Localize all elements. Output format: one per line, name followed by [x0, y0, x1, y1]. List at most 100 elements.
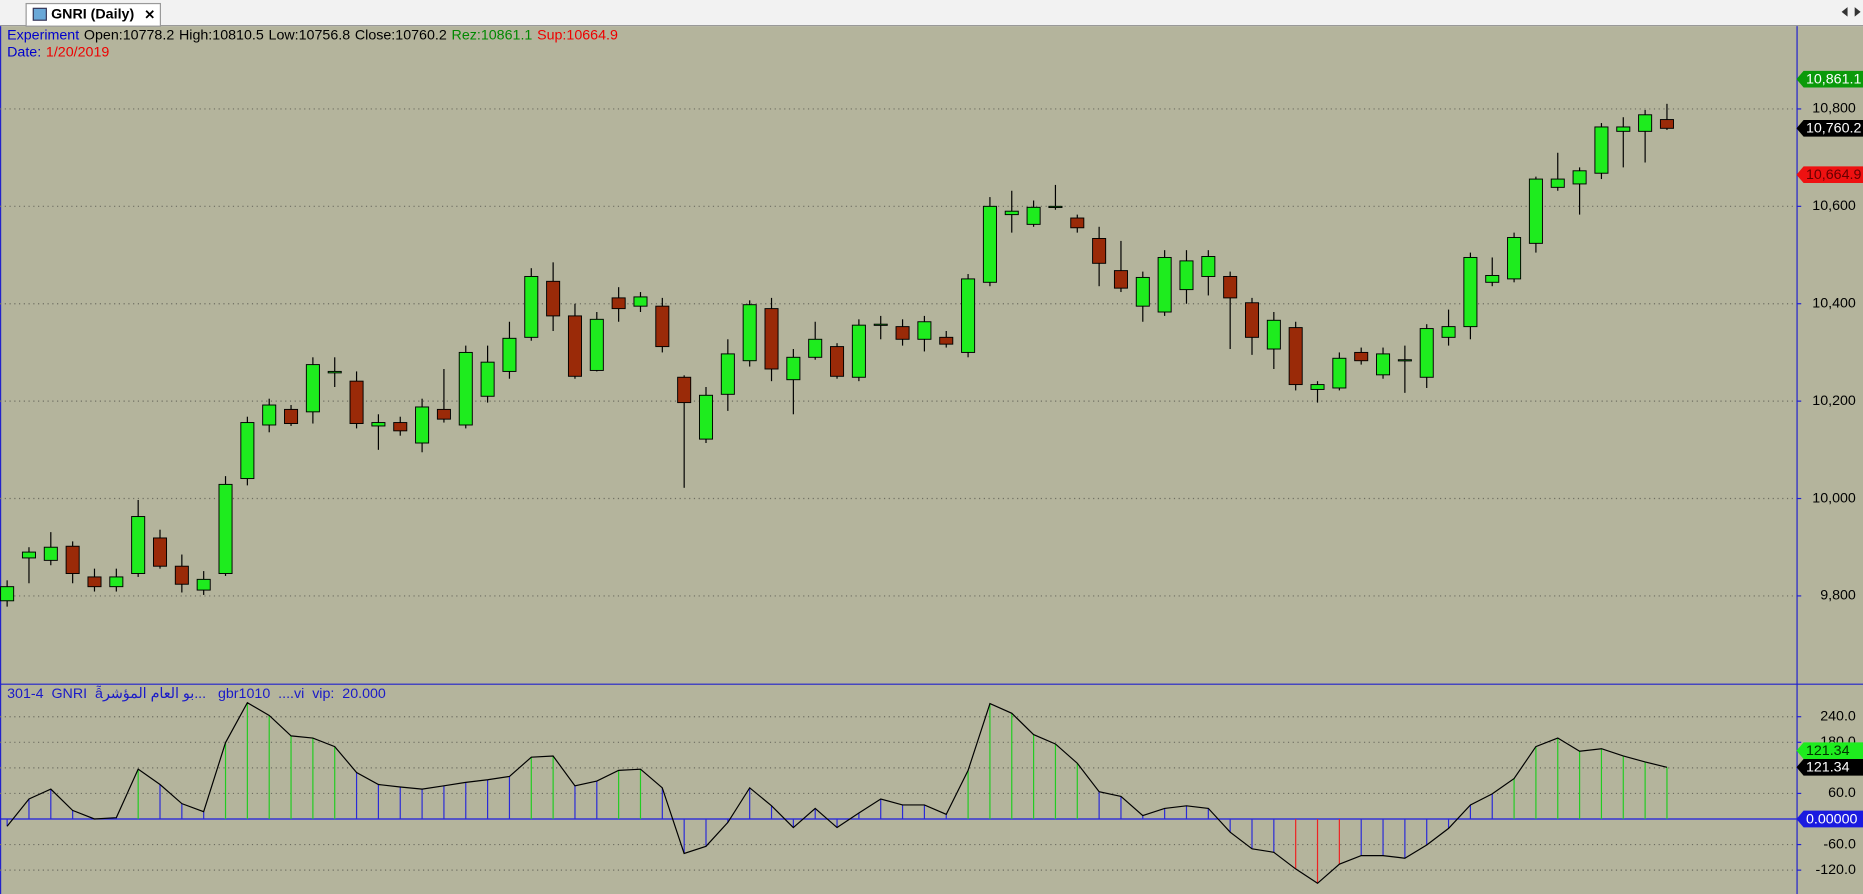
y-tick-label: 240.0: [1820, 708, 1856, 724]
header-date: Date: 1/20/2019: [7, 44, 109, 60]
value-marker: [1796, 166, 1863, 184]
candle-body: [1441, 326, 1456, 338]
candle-body: [1048, 205, 1063, 209]
candle-body: [284, 408, 299, 425]
candle-body: [851, 324, 866, 378]
header-date-label: Date:: [7, 44, 41, 60]
tab-close[interactable]: [145, 10, 154, 19]
candle-body: [1004, 210, 1019, 216]
candle-body: [808, 338, 823, 358]
tab-bar: [0, 0, 1863, 27]
y-tick-label: 10,400: [1812, 295, 1856, 311]
mark-layer: [0, 103, 1797, 885]
indicator-title: 301-4 GNRI ẫبو العام المؤشر... gbr1010 .…: [7, 685, 386, 702]
indicator-line: [6, 701, 1668, 885]
candle-body: [1266, 319, 1281, 350]
candle-body: [371, 422, 386, 427]
tab-icon: [32, 7, 47, 21]
candle-body: [764, 308, 779, 370]
header-field-label: Low:: [269, 27, 299, 43]
candle-body: [1026, 206, 1041, 225]
value-marker-label: 10,664.9: [1806, 167, 1862, 183]
value-marker-label: 121.34: [1806, 760, 1850, 776]
candle-body: [1157, 256, 1172, 313]
candle-body: [262, 404, 277, 426]
header-date-value: 1/20/2019: [46, 44, 109, 60]
candle-body: [830, 346, 845, 377]
header-field-value: 10756.8: [299, 27, 351, 43]
candle-body: [873, 323, 888, 326]
header-field-value: 10664.9: [566, 27, 618, 43]
candle-body: [0, 586, 15, 602]
y-tick-label: 60.0: [1828, 785, 1856, 801]
tab[interactable]: GNRI (Daily): [25, 2, 161, 27]
candle-body: [567, 315, 582, 377]
tab-frame[interactable]: [25, 2, 161, 27]
candle-body: [1528, 178, 1543, 244]
candle-body: [218, 483, 233, 574]
candle-body: [1092, 238, 1107, 264]
candle-body: [1463, 256, 1478, 328]
candle-body: [43, 546, 58, 561]
candle-body: [1550, 178, 1565, 188]
header-line: Experiment Open:10778.2 High:10810.5 Low:10…: [7, 27, 618, 43]
candle-body: [305, 364, 320, 413]
header-field-label: High:: [179, 27, 212, 43]
candle-body: [1419, 328, 1434, 378]
value-marker-label: 10,760.2: [1806, 121, 1862, 137]
candle-body: [480, 361, 495, 397]
candle-body: [393, 422, 408, 432]
candle-body: [1507, 237, 1522, 280]
candle-body: [436, 408, 451, 420]
candle-body: [1244, 302, 1260, 338]
candle-body: [327, 370, 342, 374]
y-tick-label: 10,600: [1812, 198, 1856, 214]
value-marker: [1796, 758, 1863, 776]
candle-body: [677, 376, 692, 404]
value-marker-label: 121.34: [1806, 743, 1850, 759]
tab-scroll-arrows[interactable]: [1841, 7, 1861, 17]
header-field-label: Sup:: [537, 27, 566, 43]
candle-body: [458, 351, 473, 426]
candle-body: [786, 356, 801, 381]
candle-body: [655, 305, 670, 348]
candle-body: [589, 318, 604, 371]
candle-body: [415, 406, 430, 444]
candle-body: [1179, 260, 1194, 291]
y-tick-label: 10,200: [1812, 393, 1856, 409]
header-field-label: Rez:: [452, 27, 481, 43]
candle-body: [1223, 275, 1238, 299]
candle-body: [502, 337, 517, 372]
candle-body: [917, 321, 932, 340]
candle-body: [1616, 126, 1631, 132]
candle-body: [1201, 256, 1216, 277]
value-marker: [1796, 70, 1863, 88]
candle-body: [65, 545, 80, 574]
candle-body: [109, 576, 124, 588]
candle-body: [939, 336, 954, 345]
candle-body: [1485, 275, 1500, 283]
header-name: Experiment: [7, 27, 79, 43]
candle-body: [1332, 357, 1347, 389]
candle-body: [982, 205, 997, 283]
candle-body: [1659, 119, 1674, 129]
candle-body: [1288, 327, 1303, 386]
tab-title: GNRI (Daily): [51, 7, 134, 23]
y-tick-label: 10,800: [1812, 101, 1856, 117]
candle-body: [1354, 351, 1369, 362]
candle-body: [1070, 217, 1085, 229]
y-tick-label: -60.0: [1823, 836, 1856, 852]
candle-body: [87, 576, 102, 588]
candle-body: [698, 394, 714, 440]
header-field-value: 10861.1: [481, 27, 533, 43]
candle-body: [1310, 384, 1325, 390]
candle-body: [1638, 114, 1653, 132]
value-marker: [1796, 742, 1863, 759]
candle-body: [131, 516, 146, 574]
axis-layer: 9,800 10,000 10,200 10,400 10,600 10,800 10,86…: [1796, 70, 1863, 878]
grid-layer: [0, 108, 1797, 871]
candle-body: [611, 297, 626, 310]
candle-body: [152, 537, 168, 567]
